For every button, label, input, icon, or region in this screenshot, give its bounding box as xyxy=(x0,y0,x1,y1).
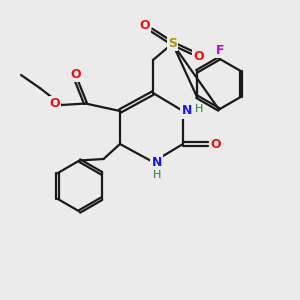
Text: N: N xyxy=(152,155,162,169)
Text: H: H xyxy=(194,104,203,115)
Text: O: O xyxy=(193,50,204,63)
Text: O: O xyxy=(211,137,221,151)
Text: S: S xyxy=(168,37,177,50)
Text: H: H xyxy=(152,169,161,180)
Text: O: O xyxy=(70,68,81,81)
Text: O: O xyxy=(50,97,60,110)
Text: F: F xyxy=(216,44,225,58)
Text: N: N xyxy=(182,104,192,118)
Text: O: O xyxy=(140,19,150,32)
